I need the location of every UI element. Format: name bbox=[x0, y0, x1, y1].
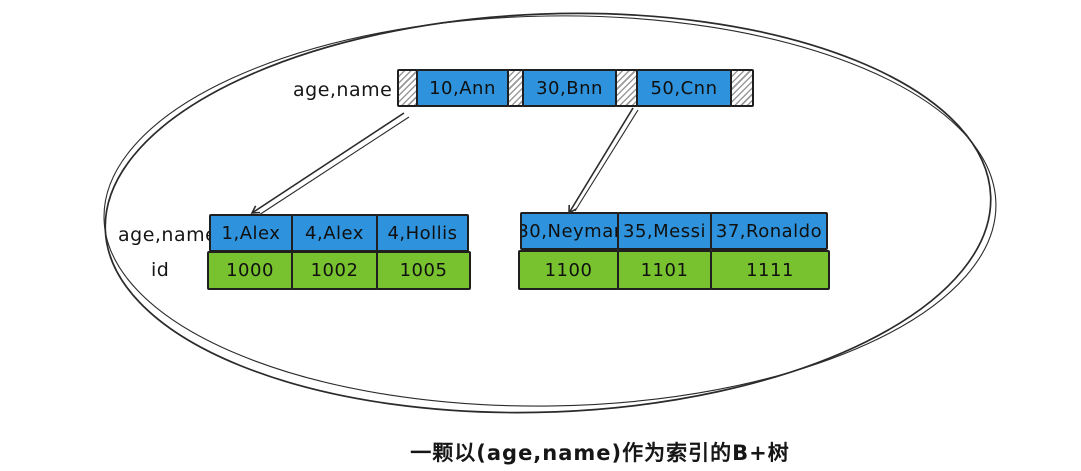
leaf-id-row-label: id bbox=[151, 259, 170, 281]
root-node-label: age,name bbox=[293, 79, 393, 101]
pointer-slot-cell bbox=[397, 69, 418, 107]
root-key-cell: 50,Cnn bbox=[636, 69, 732, 107]
leaf-key-cell: 4,Alex bbox=[291, 214, 378, 252]
leaf-id-cell: 1000 bbox=[207, 251, 293, 290]
right-leaf-id-row: 1100 1101 1111 bbox=[518, 250, 830, 290]
pointer-arrow-left bbox=[252, 112, 410, 216]
left-leaf-id-row: 1000 1002 1005 bbox=[207, 251, 471, 290]
left-leaf-key-row: 1,Alex 4,Alex 4,Hollis bbox=[209, 214, 469, 252]
pointer-slot-cell bbox=[615, 69, 638, 107]
leaf-id-cell: 1002 bbox=[291, 251, 378, 290]
pointer-arrow-right bbox=[569, 107, 639, 213]
diagram-caption: 一颗以(age,name)作为索引的B+树 bbox=[410, 441, 790, 465]
right-leaf-key-row: 30,Neymar 35,Messi 37,Ronaldo bbox=[520, 212, 828, 250]
root-key-cell: 30,Bnn bbox=[522, 69, 617, 107]
root-node-row: 10,Ann 30,Bnn 50,Cnn bbox=[397, 69, 754, 107]
leaf-id-cell: 1101 bbox=[617, 250, 712, 290]
leaf-key-cell: 30,Neymar bbox=[520, 212, 619, 250]
leaf-key-cell: 35,Messi bbox=[617, 212, 712, 250]
leaf-id-cell: 1111 bbox=[710, 250, 830, 290]
root-key-cell: 10,Ann bbox=[416, 69, 509, 107]
leaf-key-cell: 1,Alex bbox=[209, 214, 293, 252]
leaf-key-cell: 4,Hollis bbox=[376, 214, 469, 252]
leaf-id-cell: 1005 bbox=[376, 251, 471, 290]
leaf-key-cell: 37,Ronaldo bbox=[710, 212, 828, 250]
leaf-key-row-label: age,name bbox=[118, 224, 218, 246]
pointer-slot-cell bbox=[730, 69, 754, 107]
leaf-id-cell: 1100 bbox=[518, 250, 619, 290]
